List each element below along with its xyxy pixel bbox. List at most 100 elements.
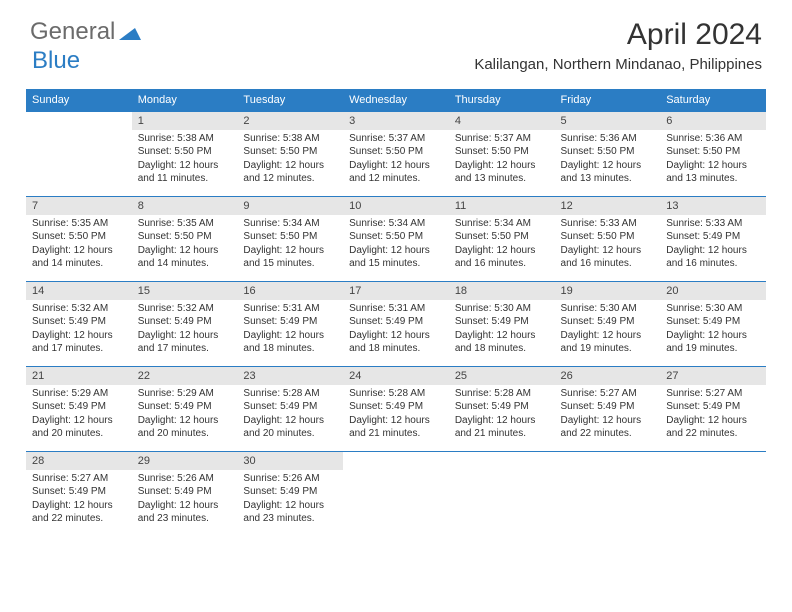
sunset-text: Sunset: 5:50 PM <box>32 230 126 244</box>
daynum-row: 14151617181920 <box>26 281 766 300</box>
daylight-text-2: and 11 minutes. <box>138 172 232 186</box>
day-number <box>26 111 132 130</box>
sunset-text: Sunset: 5:50 PM <box>349 145 443 159</box>
sunset-text: Sunset: 5:49 PM <box>32 315 126 329</box>
sunrise-text: Sunrise: 5:34 AM <box>243 217 337 231</box>
day-cell: Sunrise: 5:28 AMSunset: 5:49 PMDaylight:… <box>449 385 555 452</box>
daylight-text-1: Daylight: 12 hours <box>32 499 126 513</box>
daylight-text-2: and 22 minutes. <box>561 427 655 441</box>
day-cell: Sunrise: 5:36 AMSunset: 5:50 PMDaylight:… <box>555 130 661 197</box>
day-cell: Sunrise: 5:33 AMSunset: 5:50 PMDaylight:… <box>555 215 661 282</box>
daylight-text-1: Daylight: 12 hours <box>561 159 655 173</box>
sunrise-text: Sunrise: 5:28 AM <box>243 387 337 401</box>
day-number: 4 <box>449 111 555 130</box>
day-cell: Sunrise: 5:30 AMSunset: 5:49 PMDaylight:… <box>449 300 555 367</box>
sunset-text: Sunset: 5:50 PM <box>455 145 549 159</box>
day-number: 9 <box>237 196 343 215</box>
sunrise-text: Sunrise: 5:29 AM <box>138 387 232 401</box>
day-number: 21 <box>26 366 132 385</box>
sunset-text: Sunset: 5:50 PM <box>561 145 655 159</box>
logo: General Blue <box>30 18 141 75</box>
day-cell: Sunrise: 5:29 AMSunset: 5:49 PMDaylight:… <box>132 385 238 452</box>
daylight-text-2: and 22 minutes. <box>666 427 760 441</box>
sunset-text: Sunset: 5:50 PM <box>455 230 549 244</box>
day-cell: Sunrise: 5:35 AMSunset: 5:50 PMDaylight:… <box>26 215 132 282</box>
sunset-text: Sunset: 5:49 PM <box>349 315 443 329</box>
daylight-text-1: Daylight: 12 hours <box>138 244 232 258</box>
sunrise-text: Sunrise: 5:30 AM <box>455 302 549 316</box>
daylight-text-1: Daylight: 12 hours <box>561 329 655 343</box>
daylight-text-2: and 22 minutes. <box>32 512 126 526</box>
day-cell <box>660 470 766 536</box>
daylight-text-2: and 17 minutes. <box>32 342 126 356</box>
daylight-text-1: Daylight: 12 hours <box>349 414 443 428</box>
sunset-text: Sunset: 5:49 PM <box>138 485 232 499</box>
daylight-text-1: Daylight: 12 hours <box>455 414 549 428</box>
day-number: 14 <box>26 281 132 300</box>
day-header-row: Sunday Monday Tuesday Wednesday Thursday… <box>26 89 766 112</box>
day-cell <box>343 470 449 536</box>
day-number: 30 <box>237 451 343 470</box>
daylight-text-1: Daylight: 12 hours <box>349 329 443 343</box>
calendar-body: 123456 Sunrise: 5:38 AMSunset: 5:50 PMDa… <box>26 111 766 536</box>
day-cell: Sunrise: 5:34 AMSunset: 5:50 PMDaylight:… <box>237 215 343 282</box>
day-cell: Sunrise: 5:38 AMSunset: 5:50 PMDaylight:… <box>237 130 343 197</box>
day-cell: Sunrise: 5:32 AMSunset: 5:49 PMDaylight:… <box>132 300 238 367</box>
sunrise-text: Sunrise: 5:36 AM <box>561 132 655 146</box>
sunset-text: Sunset: 5:50 PM <box>243 145 337 159</box>
day-cell <box>555 470 661 536</box>
daylight-text-2: and 14 minutes. <box>32 257 126 271</box>
day-number: 27 <box>660 366 766 385</box>
content-row: Sunrise: 5:29 AMSunset: 5:49 PM Daylight:… <box>26 385 766 452</box>
daylight-text-1: Daylight: 12 hours <box>138 499 232 513</box>
daylight-text-2: and 16 minutes. <box>666 257 760 271</box>
daynum-row: 282930 <box>26 451 766 470</box>
day-cell: Sunrise: 5:37 AMSunset: 5:50 PMDaylight:… <box>449 130 555 197</box>
sunset-text: Sunset: 5:50 PM <box>243 230 337 244</box>
daylight-text-2: and 21 minutes. <box>455 427 549 441</box>
daylight-text-2: and 21 minutes. <box>349 427 443 441</box>
day-number: 18 <box>449 281 555 300</box>
daylight-text-2: and 18 minutes. <box>455 342 549 356</box>
sunrise-text: Sunrise: 5:27 AM <box>666 387 760 401</box>
day-cell: Sunrise: 5:37 AMSunset: 5:50 PMDaylight:… <box>343 130 449 197</box>
day-cell: Sunrise: 5:31 AMSunset: 5:49 PMDaylight:… <box>343 300 449 367</box>
sunset-text: Sunset: 5:50 PM <box>138 230 232 244</box>
sunrise-text: Sunrise: 5:30 AM <box>666 302 760 316</box>
daylight-text-2: and 20 minutes. <box>243 427 337 441</box>
dayhead-wed: Wednesday <box>343 89 449 112</box>
content-row: Sunrise: 5:32 AMSunset: 5:49 PMDaylight:… <box>26 300 766 367</box>
day-number: 6 <box>660 111 766 130</box>
daylight-text-2: and 20 minutes. <box>32 427 126 441</box>
day-number: 8 <box>132 196 238 215</box>
logo-triangle-icon <box>119 19 141 47</box>
day-cell: Sunrise: 5:36 AMSunset: 5:50 PMDaylight:… <box>660 130 766 197</box>
day-cell: Sunrise: 5:28 AMSunset: 5:49 PMDaylight:… <box>237 385 343 452</box>
daylight-text-2: and 12 minutes. <box>243 172 337 186</box>
daylight-text-1: Daylight: 12 hours <box>243 244 337 258</box>
calendar-table: Sunday Monday Tuesday Wednesday Thursday… <box>26 89 766 536</box>
sunset-text: Sunset: 5:50 PM <box>138 145 232 159</box>
daylight-text-2: and 13 minutes. <box>561 172 655 186</box>
daylight-text-1: Daylight: 12 hours <box>666 329 760 343</box>
day-number: 16 <box>237 281 343 300</box>
daylight-text-1: Daylight: 12 hours <box>455 244 549 258</box>
sunset-text: Sunset: 5:49 PM <box>666 230 760 244</box>
sunset-text: Sunset: 5:49 PM <box>32 485 126 499</box>
day-cell: Sunrise: 5:34 AMSunset: 5:50 PMDaylight:… <box>343 215 449 282</box>
sunrise-text: Sunrise: 5:28 AM <box>349 387 443 401</box>
day-number: 23 <box>237 366 343 385</box>
day-cell: Sunrise: 5:32 AMSunset: 5:49 PMDaylight:… <box>26 300 132 367</box>
daylight-text-2: and 12 minutes. <box>349 172 443 186</box>
day-number: 25 <box>449 366 555 385</box>
sunrise-text: Sunrise: 5:26 AM <box>243 472 337 486</box>
daylight-text-1: Daylight: 12 hours <box>32 414 126 428</box>
sunrise-text: Sunrise: 5:36 AM <box>666 132 760 146</box>
day-number: 12 <box>555 196 661 215</box>
day-number: 29 <box>132 451 238 470</box>
day-number: 3 <box>343 111 449 130</box>
day-number: 20 <box>660 281 766 300</box>
sunset-text: Sunset: 5:49 PM <box>138 400 232 414</box>
daylight-text-2: and 20 minutes. <box>138 427 232 441</box>
sunrise-text: Sunrise: 5:37 AM <box>349 132 443 146</box>
